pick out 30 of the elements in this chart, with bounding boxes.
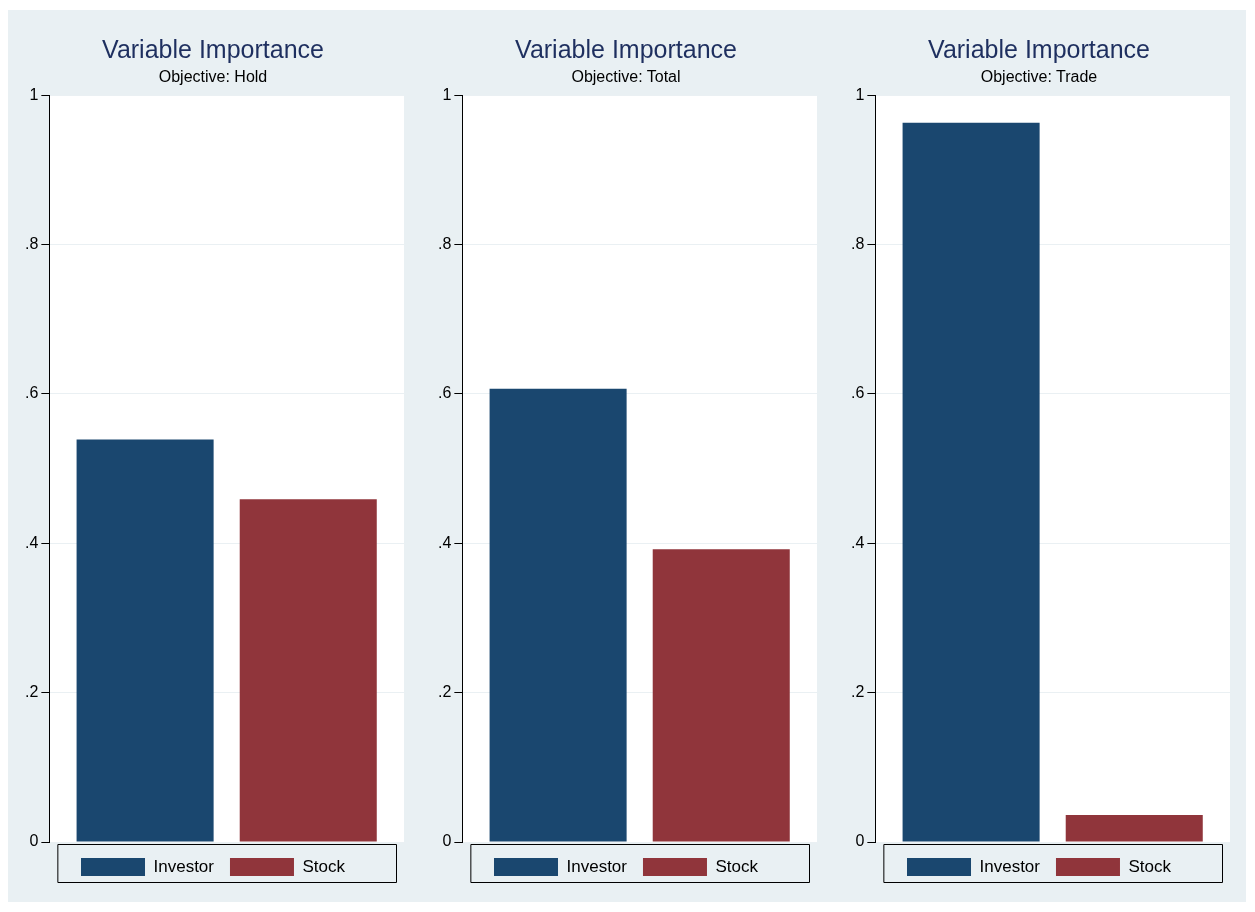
legend-label: Stock: [302, 856, 346, 876]
chart-title: Variable Importance: [102, 34, 325, 63]
y-tick-label: 0: [442, 832, 452, 850]
y-tick-label: 1: [442, 85, 452, 103]
y-tick-label: .8: [25, 234, 39, 252]
chart-subtitle: Objective: Hold: [159, 68, 268, 86]
y-tick-label: 0: [29, 832, 39, 850]
y-tick-label: .6: [437, 384, 452, 402]
y-tick-label: 1: [29, 85, 39, 103]
y-tick-label: .4: [25, 533, 39, 551]
y-tick-label: 1: [855, 85, 865, 103]
chart-subtitle: Objective: Trade: [980, 68, 1097, 86]
chart-subtitle: Objective: Total: [571, 68, 681, 86]
y-tick-label: .2: [437, 683, 452, 701]
y-tick-label: .8: [850, 234, 865, 252]
y-tick-label: .6: [25, 384, 39, 402]
y-tick-label: .2: [25, 683, 39, 701]
y-tick-label: 0: [855, 832, 865, 850]
y-tick-label: .4: [850, 533, 865, 551]
legend-label: Investor: [153, 856, 215, 876]
chart-title: Variable Importance: [515, 34, 737, 63]
chart-title: Variable Importance: [927, 34, 1150, 63]
legend-label: Stock: [1128, 856, 1172, 876]
legend-label: Investor: [979, 856, 1040, 876]
y-tick-label: .6: [850, 384, 865, 402]
y-tick-label: .4: [437, 533, 452, 551]
legend-label: Stock: [715, 856, 759, 876]
y-tick-label: .2: [850, 683, 865, 701]
legend-label: Investor: [566, 856, 628, 876]
y-tick-label: .8: [437, 234, 452, 252]
